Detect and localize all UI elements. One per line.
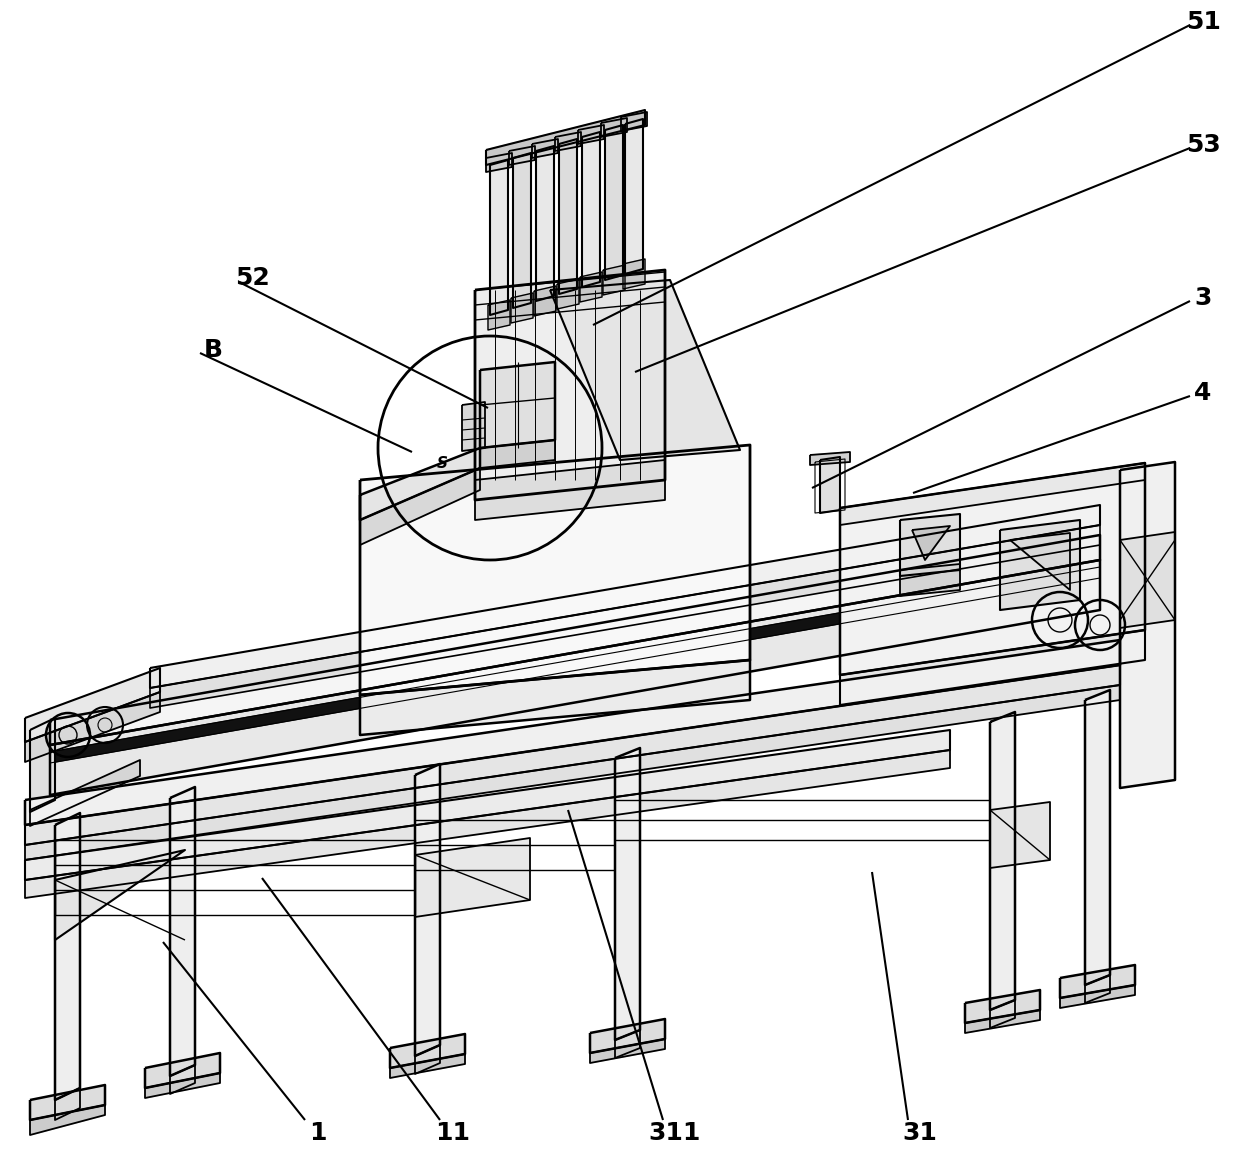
Polygon shape: [1060, 965, 1135, 998]
Polygon shape: [50, 567, 1100, 763]
Polygon shape: [391, 1034, 465, 1068]
Polygon shape: [839, 630, 1145, 705]
Polygon shape: [391, 1054, 465, 1079]
Text: 311: 311: [649, 1122, 701, 1145]
Polygon shape: [605, 125, 622, 280]
Polygon shape: [615, 1030, 640, 1058]
Polygon shape: [625, 118, 644, 274]
Polygon shape: [360, 445, 750, 695]
Polygon shape: [965, 990, 1040, 1023]
Polygon shape: [489, 300, 510, 330]
Polygon shape: [415, 838, 529, 917]
Polygon shape: [360, 448, 480, 520]
Polygon shape: [480, 440, 556, 468]
Polygon shape: [999, 520, 1080, 610]
Text: B: B: [203, 338, 222, 362]
Text: S: S: [436, 455, 448, 470]
Polygon shape: [360, 659, 750, 735]
Polygon shape: [582, 132, 600, 287]
Polygon shape: [30, 1086, 105, 1120]
Polygon shape: [25, 668, 160, 742]
Polygon shape: [601, 118, 627, 137]
Text: 3: 3: [1194, 286, 1211, 310]
Polygon shape: [480, 362, 556, 448]
Polygon shape: [551, 280, 740, 460]
Polygon shape: [990, 712, 1016, 1010]
Polygon shape: [1085, 975, 1110, 1003]
Polygon shape: [532, 139, 558, 158]
Polygon shape: [511, 293, 533, 323]
Polygon shape: [25, 750, 950, 897]
Polygon shape: [55, 1088, 81, 1120]
Polygon shape: [990, 802, 1050, 868]
Polygon shape: [30, 717, 55, 812]
Polygon shape: [50, 560, 1100, 795]
Polygon shape: [590, 1039, 665, 1063]
Polygon shape: [900, 564, 960, 596]
Polygon shape: [508, 146, 534, 165]
Polygon shape: [55, 813, 81, 1099]
Polygon shape: [55, 850, 185, 940]
Polygon shape: [463, 402, 485, 450]
Polygon shape: [965, 1010, 1040, 1033]
Polygon shape: [145, 1053, 219, 1088]
Polygon shape: [486, 110, 645, 165]
Polygon shape: [839, 463, 1145, 525]
Polygon shape: [486, 153, 512, 172]
Polygon shape: [536, 146, 554, 301]
Polygon shape: [50, 535, 1100, 745]
Polygon shape: [990, 1000, 1016, 1027]
Polygon shape: [615, 748, 640, 1040]
Polygon shape: [580, 272, 601, 302]
Polygon shape: [557, 279, 579, 309]
Polygon shape: [513, 153, 531, 308]
Polygon shape: [30, 760, 140, 825]
Polygon shape: [1011, 533, 1070, 590]
Polygon shape: [25, 730, 950, 880]
Polygon shape: [360, 468, 480, 545]
Polygon shape: [150, 525, 1100, 708]
Polygon shape: [475, 460, 665, 520]
Text: 51: 51: [1185, 10, 1220, 34]
Polygon shape: [415, 1045, 440, 1074]
Polygon shape: [145, 1073, 219, 1098]
Polygon shape: [415, 764, 440, 1057]
Polygon shape: [475, 271, 665, 500]
Polygon shape: [170, 1065, 195, 1094]
Polygon shape: [1120, 532, 1176, 628]
Polygon shape: [30, 1105, 105, 1135]
Text: 52: 52: [234, 266, 269, 290]
Polygon shape: [1120, 462, 1176, 788]
Polygon shape: [556, 132, 582, 151]
Polygon shape: [25, 640, 1120, 825]
Polygon shape: [490, 160, 508, 315]
Polygon shape: [170, 787, 195, 1076]
Polygon shape: [578, 125, 604, 144]
Polygon shape: [25, 692, 160, 762]
Polygon shape: [603, 265, 625, 295]
Polygon shape: [559, 139, 577, 294]
Polygon shape: [590, 1019, 665, 1053]
Text: 31: 31: [903, 1122, 937, 1145]
Text: 1: 1: [309, 1122, 327, 1145]
Polygon shape: [621, 111, 647, 131]
Text: 4: 4: [1194, 381, 1211, 405]
Polygon shape: [839, 463, 1145, 675]
Polygon shape: [25, 685, 1120, 860]
Text: 53: 53: [1185, 134, 1220, 157]
Polygon shape: [534, 286, 556, 316]
Polygon shape: [820, 457, 839, 513]
Polygon shape: [900, 514, 960, 576]
Text: 11: 11: [435, 1122, 470, 1145]
Polygon shape: [150, 505, 1100, 688]
Polygon shape: [622, 259, 645, 289]
Polygon shape: [25, 665, 1120, 845]
Polygon shape: [810, 452, 849, 466]
Polygon shape: [1060, 985, 1135, 1008]
Polygon shape: [911, 526, 950, 560]
Polygon shape: [1085, 690, 1110, 985]
